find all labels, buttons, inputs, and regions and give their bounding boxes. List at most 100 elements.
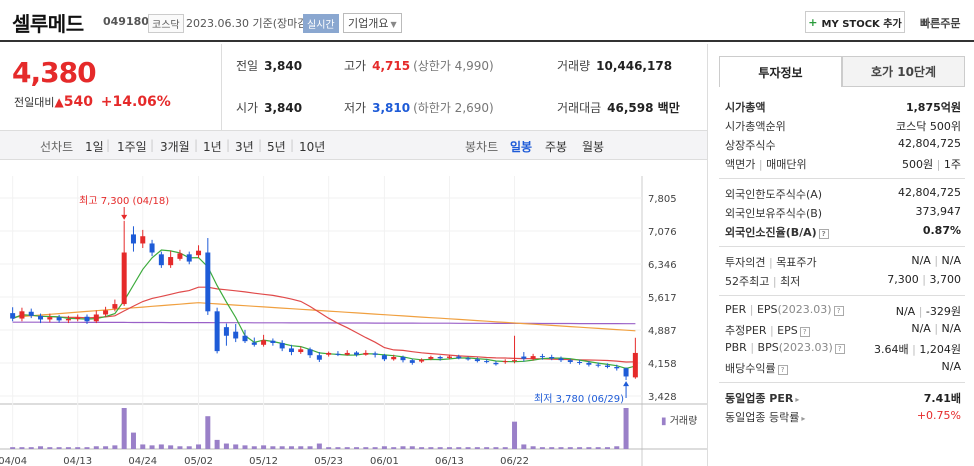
- volume-bar: [567, 447, 573, 449]
- y-tick-label: 7,076: [648, 227, 677, 238]
- info-label: PER | EPS(2023.03)?: [725, 303, 844, 316]
- realtime-button[interactable]: 실시간: [303, 14, 339, 33]
- divider: |: [769, 275, 781, 288]
- candle-body: [372, 353, 378, 355]
- volume-bar: [577, 447, 583, 449]
- candle-body: [446, 356, 452, 358]
- help-icon[interactable]: ?: [833, 306, 844, 316]
- quote-value: 46,598 백만: [607, 101, 680, 115]
- candle-body: [539, 356, 545, 358]
- tab-investment-info[interactable]: 투자정보: [719, 56, 842, 87]
- y-tick-label: 7,805: [648, 194, 677, 205]
- add-my-stock-button[interactable]: + MY STOCK 추가: [805, 11, 905, 33]
- panel-tabs: 투자정보 호가 10단계: [719, 56, 965, 87]
- candle-body: [344, 352, 350, 355]
- quote-value: 4,715: [372, 59, 411, 73]
- info-value: +0.75%: [917, 409, 961, 422]
- candle-body: [65, 319, 71, 321]
- high-annotation: 최고 7,300 (04/18): [79, 195, 169, 207]
- change-rate: +14.06%: [100, 94, 171, 110]
- period-3y[interactable]: 3년: [235, 140, 254, 154]
- candle-body: [140, 236, 146, 244]
- info-value-text: 1주: [943, 158, 961, 171]
- quote-low: 저가 3,810 (하한가 2,690): [344, 99, 494, 116]
- volume-bar: [558, 447, 564, 449]
- volume-bar: [168, 445, 174, 449]
- info-label-text: EPS: [777, 324, 798, 337]
- candle-body: [530, 356, 536, 359]
- info-value-text: 7.41배: [923, 392, 961, 405]
- x-tick-label: 04/24: [128, 456, 157, 466]
- info-value-text: N/A: [941, 360, 961, 373]
- help-icon[interactable]: ?: [834, 344, 845, 354]
- divider: |: [930, 254, 942, 267]
- candle-weekly[interactable]: 주봉: [545, 140, 568, 154]
- help-icon[interactable]: ?: [777, 365, 788, 375]
- info-value-text: 42,804,725: [898, 186, 961, 199]
- fast-order-link[interactable]: 빠른주문: [920, 17, 961, 30]
- volume-bar: [84, 447, 90, 449]
- info-row: 52주최고 | 최저 7,300 | 3,700: [719, 271, 965, 290]
- quote-label: 거래량: [557, 59, 591, 73]
- volume-bar: [10, 447, 16, 449]
- candle-body: [307, 349, 313, 356]
- volume-bar: [205, 416, 211, 449]
- x-tick-label: 04/13: [63, 456, 92, 466]
- info-value-text: 1,875억원: [905, 101, 961, 114]
- up-arrow-icon: [623, 381, 630, 387]
- period-5y[interactable]: 5년: [267, 140, 286, 154]
- volume-bar: [316, 443, 322, 449]
- info-value: 42,804,725: [898, 137, 961, 150]
- volume-bar: [400, 446, 406, 449]
- volume-bar: [539, 447, 545, 449]
- volume-bar: [186, 446, 192, 449]
- info-value-text: 1,204원: [919, 343, 961, 356]
- divider: [719, 246, 965, 247]
- volume-bar: [149, 445, 155, 449]
- volume-bar: [409, 446, 415, 449]
- candle-body: [149, 243, 155, 253]
- volume-bar: [512, 421, 518, 449]
- tab-order-book[interactable]: 호가 10단계: [842, 56, 965, 87]
- add-my-stock-label: MY STOCK 추가: [821, 18, 902, 30]
- volume-bar: [604, 447, 610, 449]
- info-label-text: PER: [725, 303, 747, 316]
- volume-bar: [177, 446, 183, 449]
- info-label-text: 상장주식수: [725, 139, 776, 152]
- volume-bar: [354, 447, 360, 449]
- candle-body: [279, 342, 285, 349]
- candle-body: [437, 357, 443, 359]
- period-3m[interactable]: 3개월: [160, 140, 190, 154]
- candle-monthly[interactable]: 월봉: [582, 140, 605, 154]
- volume-bar: [372, 447, 378, 449]
- info-label: 시가총액순위: [725, 118, 786, 134]
- plus-icon: +: [808, 15, 818, 29]
- volume-bar: [112, 445, 118, 449]
- volume-bar: [298, 446, 304, 449]
- price-chart[interactable]: 7,805 7,076 6,346 5,617 4,887 4,158 3,428 04/04…: [0, 176, 707, 466]
- candle-body: [484, 361, 490, 363]
- info-label-text: 투자의견: [725, 256, 766, 269]
- info-value-text: 42,804,725: [898, 137, 961, 150]
- quote-amount: 거래대금 46,598 백만: [557, 99, 680, 116]
- info-label-text: EPS: [756, 303, 778, 316]
- info-row: 상장주식수 42,804,725: [719, 135, 965, 154]
- candle-body: [354, 352, 360, 355]
- divider: [719, 295, 965, 296]
- candle-daily[interactable]: 일봉: [510, 140, 533, 154]
- info-label-text: 배당수익률: [725, 362, 776, 375]
- candle-body: [381, 355, 387, 360]
- corp-info-dropdown[interactable]: 기업개요 ▼: [343, 13, 402, 33]
- help-icon[interactable]: ?: [799, 327, 810, 337]
- help-icon[interactable]: ?: [818, 229, 829, 239]
- period-1d[interactable]: 1일: [85, 140, 104, 154]
- period-10y[interactable]: 10년: [299, 140, 326, 154]
- period-1w[interactable]: 1주일: [117, 140, 147, 154]
- info-label: 추정PER | EPS?: [725, 322, 810, 338]
- candle-body: [205, 252, 211, 312]
- info-row: 동일업종 PER ▸ 7.41배: [719, 388, 965, 407]
- candle-body: [242, 335, 248, 342]
- volume-bar: [307, 446, 313, 449]
- period-1y[interactable]: 1년: [203, 140, 222, 154]
- volume-bar: [391, 447, 397, 449]
